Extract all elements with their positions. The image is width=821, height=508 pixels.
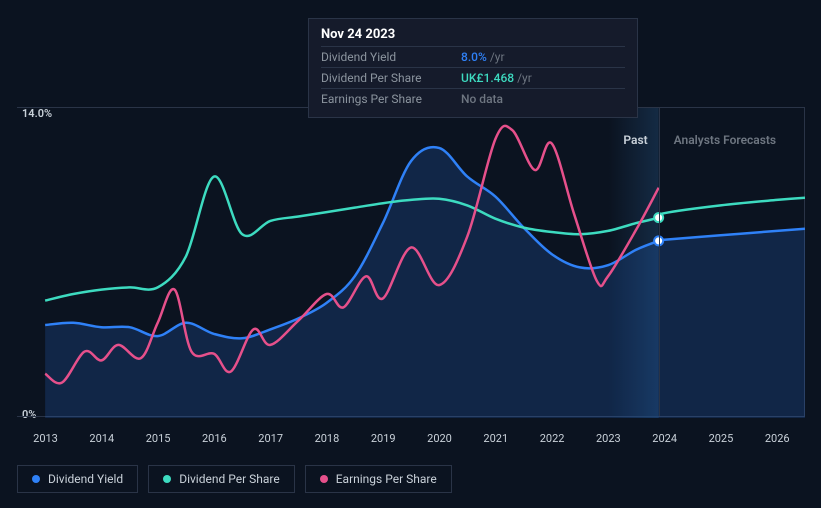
x-tick: 2024 (652, 432, 677, 445)
legend-label: Earnings Per Share (336, 472, 437, 486)
legend-item[interactable]: Earnings Per Share (305, 465, 452, 493)
x-tick: 2014 (89, 432, 114, 445)
forecast-label: Analysts Forecasts (674, 133, 776, 147)
tooltip-metric-value: 8.0% (461, 50, 487, 64)
legend-dot (163, 475, 171, 483)
tooltip-metric-label: Dividend Per Share (321, 71, 461, 85)
legend: Dividend Yield Dividend Per Share Earnings… (17, 465, 452, 493)
tooltip-metric-label: Earnings Per Share (321, 92, 461, 106)
x-tick: 2015 (146, 432, 171, 445)
x-tick: 2020 (427, 432, 452, 445)
x-tick: 2023 (596, 432, 621, 445)
legend-item[interactable]: Dividend Yield (17, 465, 138, 493)
x-tick: 2017 (258, 432, 283, 445)
tooltip-row: Dividend Yield8.0%/yr (321, 46, 625, 67)
tooltip-metric-value: UK£1.468 (461, 71, 514, 85)
x-tick: 2019 (371, 432, 396, 445)
x-tick: 2025 (709, 432, 734, 445)
chart-area: Past Analysts Forecasts (17, 107, 805, 417)
legend-item[interactable]: Dividend Per Share (148, 465, 295, 493)
x-tick: 2021 (483, 432, 508, 445)
series-area (45, 147, 805, 418)
tooltip-date: Nov 24 2023 (321, 27, 625, 42)
tooltip-panel: Nov 24 2023 Dividend Yield8.0%/yrDividen… (308, 18, 638, 118)
x-tick: 2016 (202, 432, 227, 445)
x-tick: 2022 (540, 432, 565, 445)
legend-dot (32, 475, 40, 483)
chart-svg (17, 108, 805, 418)
x-tick: 2013 (33, 432, 58, 445)
legend-label: Dividend Yield (48, 472, 123, 486)
past-forecast-divider (659, 108, 660, 416)
past-label: Past (623, 133, 647, 147)
legend-label: Dividend Per Share (179, 472, 280, 486)
tooltip-row: Dividend Per ShareUK£1.468/yr (321, 67, 625, 88)
tooltip-row: Earnings Per ShareNo data (321, 88, 625, 109)
tooltip-metric-value: No data (461, 92, 503, 106)
legend-dot (320, 475, 328, 483)
x-tick: 2018 (315, 432, 340, 445)
tooltip-metric-unit: /yr (517, 71, 532, 85)
tooltip-metric-label: Dividend Yield (321, 50, 461, 64)
tooltip-metric-unit: /yr (490, 50, 505, 64)
x-tick: 2026 (765, 432, 790, 445)
